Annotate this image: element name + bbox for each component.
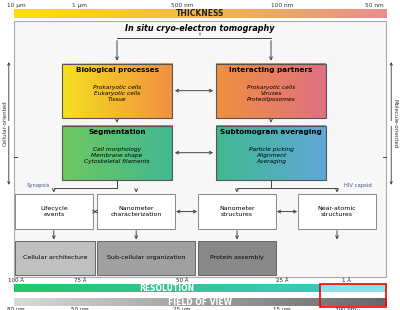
Text: FIELD OF VIEW: FIELD OF VIEW bbox=[168, 298, 232, 307]
FancyBboxPatch shape bbox=[198, 241, 276, 275]
Text: 500 nm: 500 nm bbox=[171, 3, 193, 8]
Text: Cellular architecture: Cellular architecture bbox=[23, 255, 87, 260]
Text: Sub-cellular organization: Sub-cellular organization bbox=[107, 255, 186, 260]
Text: 10 μm: 10 μm bbox=[7, 3, 25, 8]
FancyBboxPatch shape bbox=[97, 194, 175, 229]
FancyBboxPatch shape bbox=[15, 194, 93, 229]
FancyBboxPatch shape bbox=[15, 241, 95, 275]
FancyBboxPatch shape bbox=[298, 194, 376, 229]
Text: RESOLUTION: RESOLUTION bbox=[140, 284, 194, 293]
Text: HIV capsid: HIV capsid bbox=[344, 183, 372, 188]
FancyBboxPatch shape bbox=[97, 241, 195, 275]
Text: Synapsis: Synapsis bbox=[26, 183, 50, 188]
Text: 100 nm: 100 nm bbox=[271, 3, 293, 8]
Text: Cell morphology
Membrane shape
Cytoskeletal filaments: Cell morphology Membrane shape Cytoskele… bbox=[84, 147, 150, 165]
Text: 50 Å: 50 Å bbox=[176, 278, 188, 283]
Text: 80 μm: 80 μm bbox=[7, 307, 25, 310]
Text: Near-atomic
structures: Near-atomic structures bbox=[318, 206, 356, 217]
Text: In situ cryo-electron tomography: In situ cryo-electron tomography bbox=[125, 24, 275, 33]
Text: 1 Å: 1 Å bbox=[342, 278, 350, 283]
Text: Protein assembly: Protein assembly bbox=[210, 255, 264, 260]
Text: 50 μm: 50 μm bbox=[71, 307, 89, 310]
Text: Nanometer
characterization: Nanometer characterization bbox=[110, 206, 162, 217]
Text: THICKNESS: THICKNESS bbox=[176, 9, 224, 18]
FancyBboxPatch shape bbox=[198, 194, 276, 229]
Text: Nanometer
structures: Nanometer structures bbox=[219, 206, 255, 217]
Text: Cellular-oriented: Cellular-oriented bbox=[2, 101, 7, 146]
Text: Molecule-oriented: Molecule-oriented bbox=[393, 99, 398, 148]
Text: Prokaryotic cells
Viruses
Proteoliposomes: Prokaryotic cells Viruses Proteoliposome… bbox=[247, 85, 295, 103]
Text: 300 nm: 300 nm bbox=[335, 307, 357, 310]
Text: 1 μm: 1 μm bbox=[72, 3, 88, 8]
Text: 15 μm: 15 μm bbox=[273, 307, 291, 310]
Text: Segmentation: Segmentation bbox=[88, 129, 146, 135]
Text: 75 Å: 75 Å bbox=[74, 278, 86, 283]
Text: Particle picking
Alignment
Averaging: Particle picking Alignment Averaging bbox=[248, 147, 294, 165]
Bar bbox=[320, 284, 386, 307]
Text: 50 nm: 50 nm bbox=[365, 3, 383, 8]
Text: 100 Å: 100 Å bbox=[8, 278, 24, 283]
Text: Lifecycle
events: Lifecycle events bbox=[40, 206, 68, 217]
Text: Prokaryotic cells
Eukaryotic cells
Tissue: Prokaryotic cells Eukaryotic cells Tissu… bbox=[93, 85, 141, 103]
Text: Acquisition: Acquisition bbox=[338, 309, 368, 310]
Text: Biological processes: Biological processes bbox=[76, 67, 158, 73]
FancyBboxPatch shape bbox=[14, 21, 386, 277]
Text: 25 μm: 25 μm bbox=[173, 307, 191, 310]
Text: Interacting partners: Interacting partners bbox=[229, 67, 313, 73]
Text: Subtomogram averaging: Subtomogram averaging bbox=[220, 129, 322, 135]
Text: 25 Å: 25 Å bbox=[276, 278, 288, 283]
